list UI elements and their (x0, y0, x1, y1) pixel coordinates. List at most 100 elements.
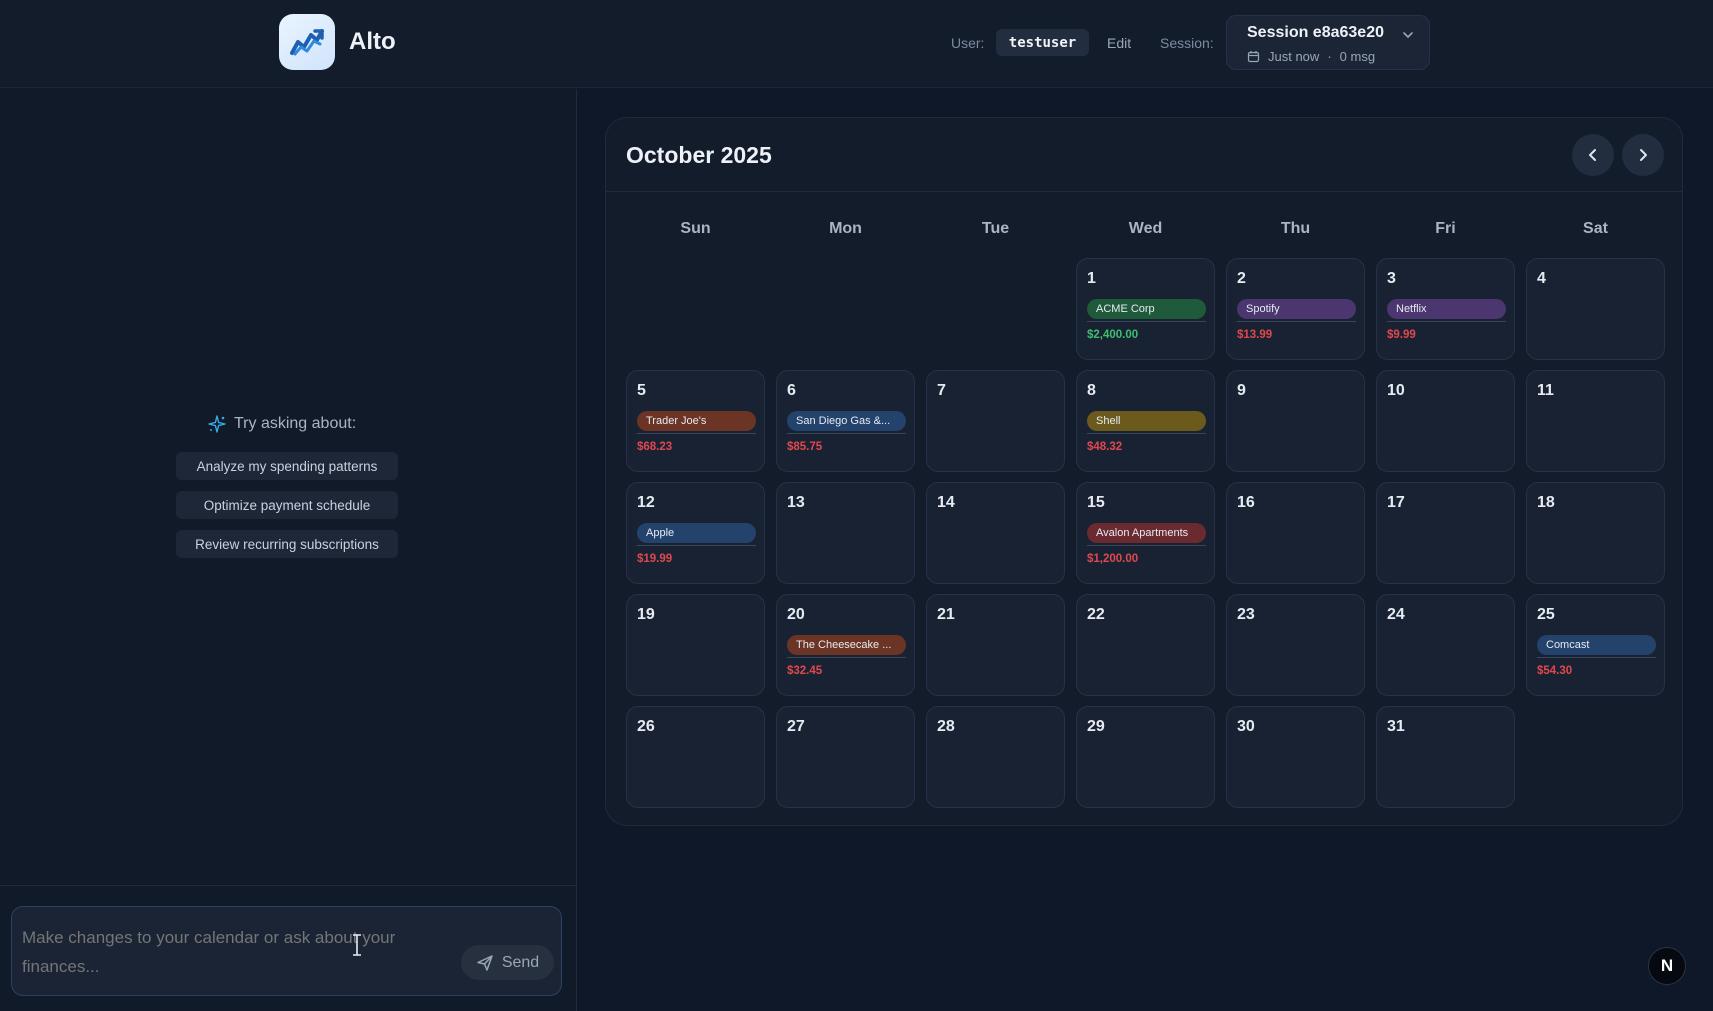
calendar-day-17[interactable]: 17 (1376, 482, 1515, 584)
event-pill[interactable]: Spotify (1237, 299, 1356, 319)
send-label: Send (501, 953, 540, 971)
send-button[interactable]: Send (461, 945, 554, 980)
calendar-day-15[interactable]: 15 Avalon Apartments $1,200.00 (1076, 482, 1215, 584)
username-chip: testuser (996, 29, 1089, 56)
day-number: 30 (1237, 718, 1255, 735)
event-divider (1087, 433, 1206, 434)
calendar-day-12[interactable]: 12 Apple $19.99 (626, 482, 765, 584)
calendar-day-10[interactable]: 10 (1376, 370, 1515, 472)
calendar-day-30[interactable]: 30 (1226, 706, 1365, 808)
calendar-day-29[interactable]: 29 (1076, 706, 1215, 808)
next-month-button[interactable] (1622, 134, 1664, 176)
sparkle-icon (208, 415, 226, 433)
calendar-day-31[interactable]: 31 (1376, 706, 1515, 808)
calendar-day-26[interactable]: 26 (626, 706, 765, 808)
session-time: Just now (1268, 49, 1320, 64)
day-number: 1 (1087, 270, 1096, 287)
top-bar: Alto User: testuser Edit Session: Sessio… (0, 0, 1713, 88)
event-pill[interactable]: Apple (637, 523, 756, 543)
calendar-header: October 2025 (606, 118, 1682, 192)
session-selector[interactable]: Session e8a63e20 Just now · 0 msg (1226, 15, 1430, 70)
calendar-day-22[interactable]: 22 (1076, 594, 1215, 696)
event-pill[interactable]: Comcast (1537, 635, 1656, 655)
session-name: Session e8a63e20 (1247, 24, 1384, 41)
calendar-day-4[interactable]: 4 (1526, 258, 1665, 360)
floating-n-badge[interactable]: N (1648, 947, 1686, 985)
day-number: 15 (1087, 494, 1105, 511)
day-number: 5 (637, 382, 646, 399)
event-amount: $85.75 (787, 441, 823, 453)
suggestion-chip-subscriptions[interactable]: Review recurring subscriptions (176, 530, 398, 558)
session-message-count: 0 msg (1339, 49, 1376, 64)
calendar-day-5[interactable]: 5 Trader Joe's $68.23 (626, 370, 765, 472)
event-pill[interactable]: Trader Joe's (637, 411, 756, 431)
calendar-day-3[interactable]: 3 Netflix $9.99 (1376, 258, 1515, 360)
event-amount: $68.23 (637, 441, 673, 453)
send-icon (477, 954, 493, 971)
suggestions-heading-text: Try asking about: (234, 415, 357, 432)
event-amount: $13.99 (1237, 329, 1273, 341)
calendar-day-8[interactable]: 8 Shell $48.32 (1076, 370, 1215, 472)
event-divider (1237, 321, 1356, 322)
suggestion-chip-payment[interactable]: Optimize payment schedule (176, 491, 398, 519)
day-number: 19 (637, 606, 655, 623)
event-pill[interactable]: San Diego Gas &... (787, 411, 906, 431)
calendar-day-1[interactable]: 1 ACME Corp $2,400.00 (1076, 258, 1215, 360)
event-amount: $32.45 (787, 665, 823, 677)
session-meta-separator: · (1327, 49, 1332, 64)
calendar-day-6[interactable]: 6 San Diego Gas &... $85.75 (776, 370, 915, 472)
weekday-header: Sun (680, 220, 711, 237)
calendar-day-14[interactable]: 14 (926, 482, 1065, 584)
day-number: 13 (787, 494, 805, 511)
day-number: 10 (1387, 382, 1405, 399)
event-pill[interactable]: Shell (1087, 411, 1206, 431)
weekday-header: Thu (1280, 220, 1311, 237)
day-number: 2 (1237, 270, 1246, 287)
event-pill[interactable]: The Cheesecake ... (787, 635, 906, 655)
day-number: 4 (1537, 270, 1546, 287)
calendar-day-19[interactable]: 19 (626, 594, 765, 696)
edit-user-link[interactable]: Edit (1107, 35, 1132, 51)
event-divider (637, 433, 756, 434)
event-divider (637, 545, 756, 546)
event-pill[interactable]: ACME Corp (1087, 299, 1206, 319)
day-number: 27 (787, 718, 805, 735)
prev-month-button[interactable] (1572, 134, 1614, 176)
weekday-header: Wed (1128, 220, 1163, 237)
chat-input[interactable] (22, 923, 432, 981)
calendar-day-13[interactable]: 13 (776, 482, 915, 584)
calendar-day-24[interactable]: 24 (1376, 594, 1515, 696)
day-number: 8 (1087, 382, 1096, 399)
calendar-day-2[interactable]: 2 Spotify $13.99 (1226, 258, 1365, 360)
day-number: 28 (937, 718, 955, 735)
event-divider (1387, 321, 1506, 322)
day-number: 29 (1087, 718, 1105, 735)
calendar-day-23[interactable]: 23 (1226, 594, 1365, 696)
calendar-day-21[interactable]: 21 (926, 594, 1065, 696)
calendar-day-16[interactable]: 16 (1226, 482, 1365, 584)
day-number: 9 (1237, 382, 1246, 399)
day-number: 16 (1237, 494, 1255, 511)
day-number: 3 (1387, 270, 1396, 287)
event-pill[interactable]: Avalon Apartments (1087, 523, 1206, 543)
calendar-day-11[interactable]: 11 (1526, 370, 1665, 472)
chevron-left-icon (1589, 149, 1596, 161)
calendar-day-9[interactable]: 9 (1226, 370, 1365, 472)
event-pill[interactable]: Netflix (1387, 299, 1506, 319)
event-amount: $48.32 (1087, 441, 1123, 453)
calendar-day-25[interactable]: 25 Comcast $54.30 (1526, 594, 1665, 696)
event-amount: $19.99 (637, 553, 673, 565)
day-number: 24 (1387, 606, 1405, 623)
weekday-header: Mon (829, 220, 862, 237)
calendar-day-27[interactable]: 27 (776, 706, 915, 808)
chart-trend-icon (290, 29, 324, 56)
chat-input-area: Send (0, 885, 577, 1011)
day-number: 25 (1537, 606, 1555, 623)
session-label: Session: (1160, 35, 1214, 51)
month-title: October 2025 (626, 142, 772, 168)
calendar-day-28[interactable]: 28 (926, 706, 1065, 808)
calendar-day-20[interactable]: 20 The Cheesecake ... $32.45 (776, 594, 915, 696)
suggestion-chip-spending[interactable]: Analyze my spending patterns (176, 452, 398, 480)
calendar-day-7[interactable]: 7 (926, 370, 1065, 472)
calendar-day-18[interactable]: 18 (1526, 482, 1665, 584)
